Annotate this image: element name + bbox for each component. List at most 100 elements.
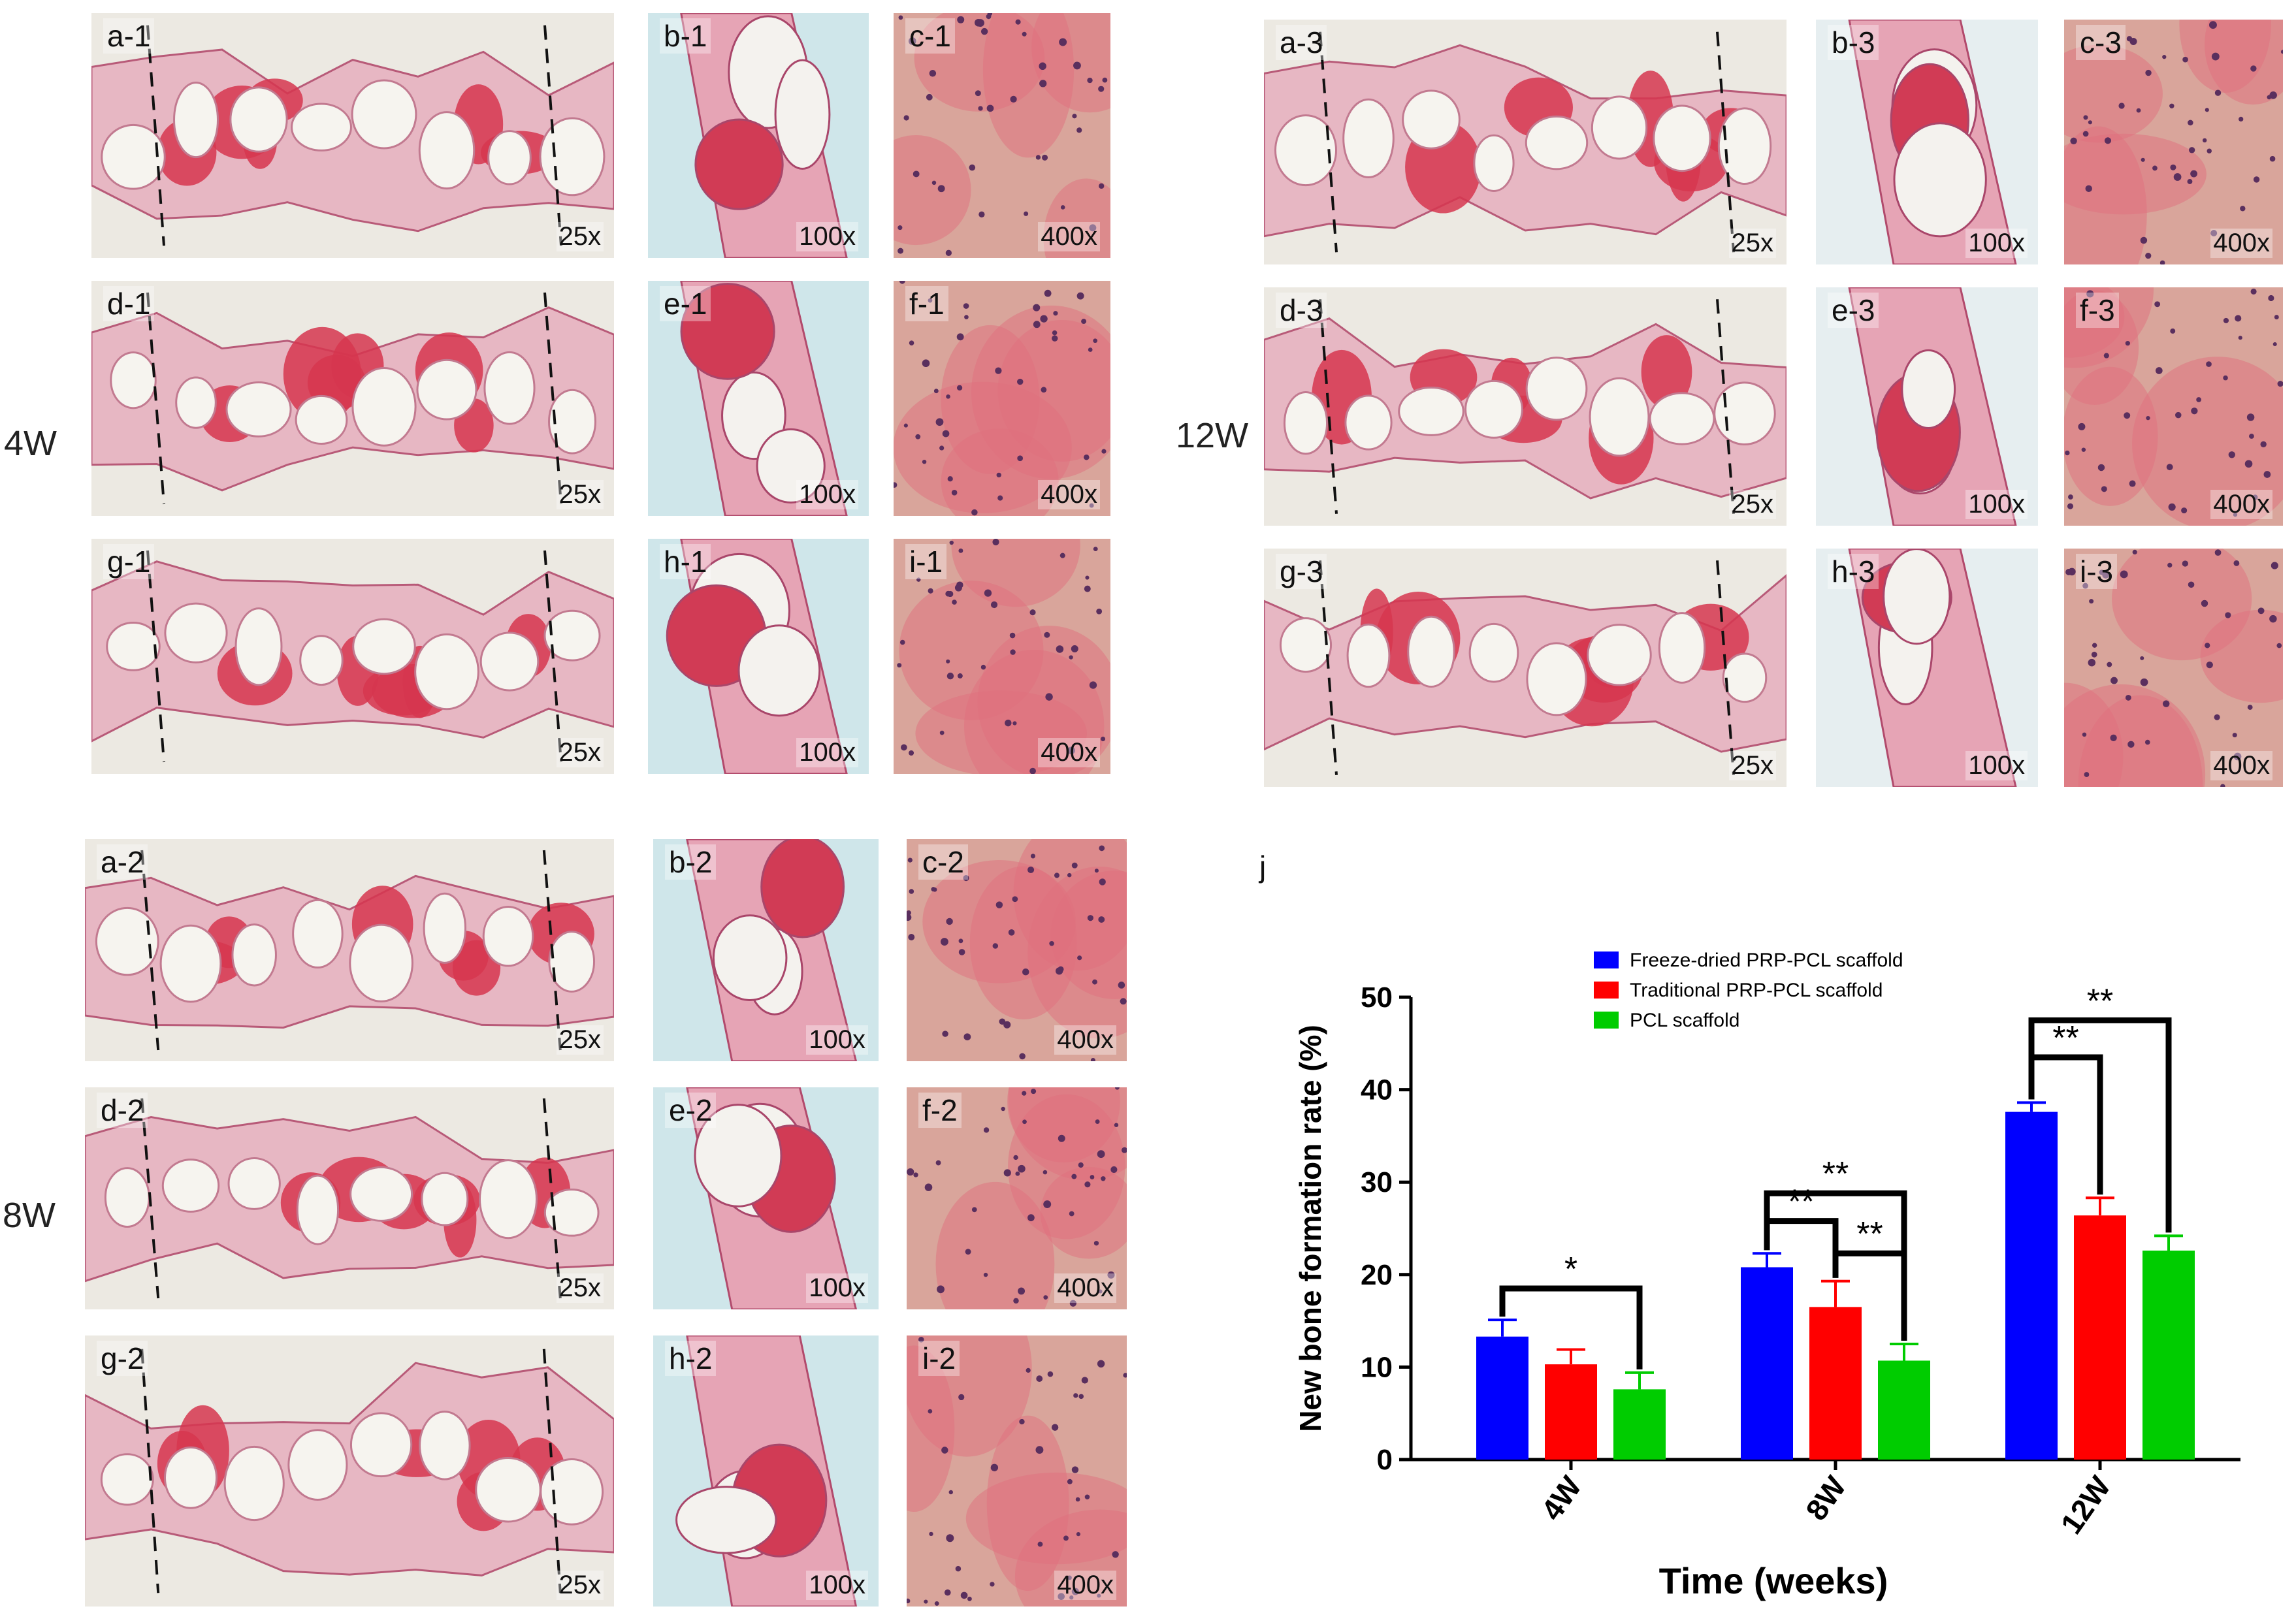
- legend-entry-0: Freeze-dried PRP-PCL scaffold: [1630, 950, 1903, 971]
- panel-label: h-3: [1828, 554, 1879, 589]
- histology-panel-d-3: d-3 25x: [1264, 287, 1787, 526]
- magnification-label: 100x: [1965, 229, 2028, 258]
- histology-panel-i-1: i-1 400x: [894, 539, 1110, 774]
- panel-label: d-1: [103, 286, 155, 321]
- histology-image: [1264, 20, 1787, 264]
- histology-image: [894, 281, 1110, 516]
- histology-panel-a-3: a-3 25x: [1264, 20, 1787, 264]
- y-tick-label: 0: [1377, 1444, 1393, 1476]
- magnification-label: 400x: [1054, 1571, 1116, 1600]
- y-axis-label: New bone formation rate (%): [1293, 1025, 1327, 1432]
- histology-panel-c-3: c-3 400x: [2064, 20, 2283, 264]
- histology-panel-b-3: b-3 100x: [1816, 20, 2038, 264]
- histology-image: [653, 839, 879, 1061]
- histology-panel-f-3: f-3 400x: [2064, 287, 2283, 526]
- magnification-label: 100x: [1965, 490, 2028, 519]
- histology-panel-f-2: f-2 400x: [907, 1087, 1127, 1309]
- magnification-label: 25x: [1728, 490, 1776, 519]
- panel-label: a-3: [1276, 25, 1327, 60]
- significance-label: *: [1564, 1251, 1577, 1288]
- bar-8W-series-1: [1809, 1307, 1862, 1460]
- panel-label: f-1: [905, 286, 948, 321]
- histology-image: [85, 1087, 614, 1309]
- panel-label: h-1: [660, 544, 711, 579]
- chart-panel-label: j: [1259, 850, 1267, 884]
- histology-image: [1264, 287, 1787, 526]
- y-tick-label: 20: [1361, 1259, 1393, 1291]
- magnification-label: 25x: [556, 222, 604, 251]
- x-axis-label: Time (weeks): [1659, 1560, 1888, 1601]
- magnification-label: 400x: [1038, 738, 1100, 767]
- panel-label: f-2: [918, 1093, 962, 1128]
- panel-label: b-3: [1828, 25, 1879, 60]
- histology-panel-g-3: g-3 25x: [1264, 549, 1787, 787]
- y-tick-label: 10: [1361, 1351, 1393, 1383]
- magnification-label: 400x: [1054, 1025, 1116, 1055]
- bar-4W-series-0: [1476, 1336, 1528, 1460]
- histology-panel-d-2: d-2 25x: [85, 1087, 614, 1309]
- significance-bracket: [1832, 1250, 1907, 1341]
- magnification-label: 100x: [806, 1273, 868, 1303]
- histology-image: [1816, 20, 2038, 264]
- panel-label: e-2: [665, 1093, 717, 1128]
- panel-label: g-3: [1276, 554, 1327, 589]
- histology-image: [653, 1335, 879, 1607]
- magnification-label: 100x: [796, 738, 858, 767]
- magnification-label: 25x: [556, 1571, 604, 1600]
- panel-label: g-2: [97, 1341, 148, 1376]
- panel-label: c-2: [918, 844, 968, 880]
- x-tick-label: 12W: [2054, 1469, 2117, 1540]
- panel-label: d-3: [1276, 293, 1327, 328]
- panel-label: e-3: [1828, 293, 1879, 328]
- panel-label: c-3: [2076, 25, 2126, 60]
- group-label-12w: 12W: [1176, 416, 1249, 455]
- panel-label: g-1: [103, 544, 155, 579]
- histology-image: [894, 13, 1110, 258]
- histology-image: [1816, 287, 2038, 526]
- histology-image: [653, 1087, 879, 1309]
- histology-image: [2064, 287, 2283, 526]
- y-tick-label: 50: [1361, 982, 1393, 1014]
- legend-entry-2: PCL scaffold: [1630, 1010, 1739, 1031]
- significance-bracket: [2028, 1017, 2172, 1233]
- histology-panel-i-2: i-2 400x: [907, 1335, 1127, 1607]
- magnification-label: 100x: [796, 222, 858, 251]
- panel-label: i-2: [918, 1341, 960, 1376]
- significance-label: **: [2052, 1019, 2078, 1057]
- histology-panel-i-3: i-3 400x: [2064, 549, 2283, 787]
- panel-label: i-1: [905, 544, 947, 579]
- magnification-label: 25x: [1728, 751, 1776, 780]
- histology-image: [91, 539, 614, 774]
- bar-12W-series-1: [2074, 1215, 2126, 1460]
- significance-label: **: [1822, 1155, 1849, 1193]
- magnification-label: 400x: [2210, 229, 2272, 258]
- histology-image: [91, 13, 614, 258]
- histology-panel-a-1: a-1 25x: [91, 13, 614, 258]
- legend-swatch-0: [1594, 951, 1619, 968]
- magnification-label: 100x: [806, 1571, 868, 1600]
- histology-image: [91, 281, 614, 516]
- group-label-8w: 8W: [3, 1196, 56, 1235]
- bar-12W-series-2: [2142, 1250, 2195, 1460]
- histology-image: [85, 839, 614, 1061]
- histology-panel-c-1: c-1 400x: [894, 13, 1110, 258]
- bar-4W-series-1: [1545, 1364, 1597, 1460]
- panel-label: d-2: [97, 1093, 148, 1128]
- histology-image: [907, 1335, 1127, 1607]
- panel-label: h-2: [665, 1341, 717, 1376]
- histology-panel-g-2: g-2 25x: [85, 1335, 614, 1607]
- histology-image: [85, 1335, 614, 1607]
- magnification-label: 400x: [2210, 490, 2272, 519]
- histology-panel-h-2: h-2 100x: [653, 1335, 879, 1607]
- panel-label: e-1: [660, 286, 711, 321]
- bar-8W-series-2: [1878, 1360, 1930, 1460]
- histology-panel-h-3: h-3 100x: [1816, 549, 2038, 787]
- histology-panel-g-1: g-1 25x: [91, 539, 614, 774]
- histology-image: [907, 1087, 1127, 1309]
- histology-panel-e-1: e-1 100x: [648, 281, 869, 516]
- panel-label: b-2: [665, 844, 717, 880]
- panel-label: a-2: [97, 844, 148, 880]
- y-tick-label: 30: [1361, 1166, 1393, 1198]
- magnification-label: 25x: [556, 738, 604, 767]
- magnification-label: 400x: [1038, 480, 1100, 509]
